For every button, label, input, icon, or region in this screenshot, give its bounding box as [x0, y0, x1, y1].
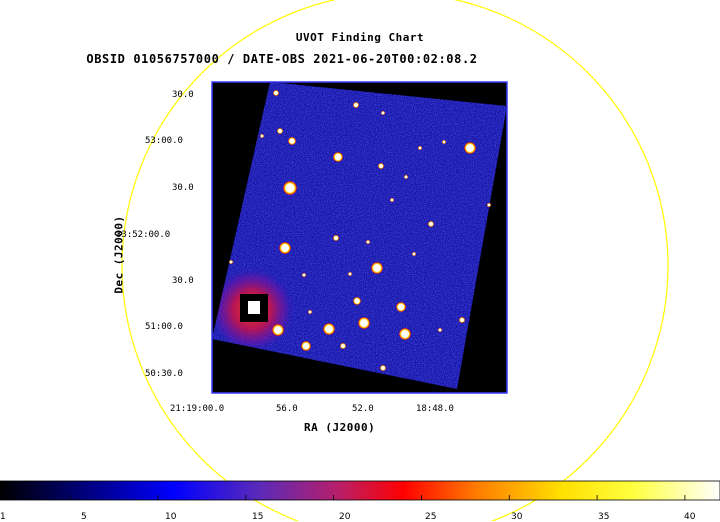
ra-tick-label: 52.0	[352, 404, 374, 414]
ra-tick-label: 18:48.0	[416, 404, 454, 414]
dec-tick-label: 33:52:00.0	[116, 230, 171, 240]
colorbar-tick-label: 10	[165, 512, 177, 522]
dec-tick-label: 30.0	[172, 276, 194, 286]
star-source	[308, 310, 312, 314]
star-source	[459, 317, 465, 323]
star-source	[371, 262, 383, 274]
star-source	[348, 272, 352, 276]
star-field	[229, 90, 491, 371]
ra-tick-label: 21:19:00.0	[170, 404, 225, 414]
dec-tick-label: 50:30.0	[145, 369, 183, 379]
star-source	[333, 235, 339, 241]
star-source	[279, 242, 291, 254]
dec-tick-label: 30.0	[172, 90, 194, 100]
star-source	[333, 152, 343, 162]
star-source	[380, 365, 386, 371]
star-source	[464, 142, 476, 154]
y-axis-label: Dec (J2000)	[112, 215, 126, 294]
star-source	[277, 128, 283, 134]
chart-subtitle: OBSID 01056757000 / DATE-OBS 2021-06-20T…	[86, 52, 478, 66]
field-of-view-circle	[121, 0, 669, 521]
saturated-star-center	[248, 301, 260, 314]
star-source	[301, 341, 311, 351]
star-source	[302, 273, 306, 277]
star-source	[418, 146, 422, 150]
star-source	[381, 111, 385, 115]
star-source	[428, 221, 434, 227]
star-source	[229, 260, 233, 264]
star-source	[358, 317, 370, 329]
star-source	[390, 198, 394, 202]
star-source	[283, 181, 297, 195]
star-source	[412, 252, 416, 256]
star-source	[353, 297, 361, 305]
star-source	[366, 240, 370, 244]
chart-title: UVOT Finding Chart	[295, 31, 425, 44]
star-source	[260, 134, 264, 138]
star-source	[273, 90, 279, 96]
colorbar-tick-label: 20	[339, 512, 351, 522]
colorbar-tick-label: 25	[425, 512, 437, 522]
star-source	[323, 323, 335, 335]
star-source	[353, 102, 359, 108]
colorbar-tick-marks	[0, 495, 686, 500]
colorbar-tick-label: 30	[511, 512, 523, 522]
colorbar-tick-label: 40	[684, 512, 696, 522]
star-source	[272, 324, 284, 336]
star-source	[340, 343, 346, 349]
star-source	[378, 163, 384, 169]
colorbar-tick-label: 5	[81, 512, 87, 522]
colorbar-tick-label: 1	[0, 512, 6, 522]
star-source	[438, 328, 442, 332]
dec-tick-label: 51:00.0	[145, 322, 183, 332]
x-axis-label: RA (J2000)	[304, 421, 376, 434]
star-source	[487, 203, 491, 207]
dec-tick-label: 30.0	[172, 183, 194, 193]
colorbar-tick-label: 15	[252, 512, 264, 522]
star-source	[288, 137, 296, 145]
colorbar	[0, 480, 720, 501]
colorbar-tick-label: 35	[598, 512, 610, 522]
star-source	[442, 140, 446, 144]
star-source	[396, 302, 406, 312]
dec-tick-label: 53:00.0	[145, 136, 183, 146]
star-source	[404, 175, 408, 179]
star-source	[399, 328, 411, 340]
ra-tick-label: 56.0	[276, 404, 298, 414]
